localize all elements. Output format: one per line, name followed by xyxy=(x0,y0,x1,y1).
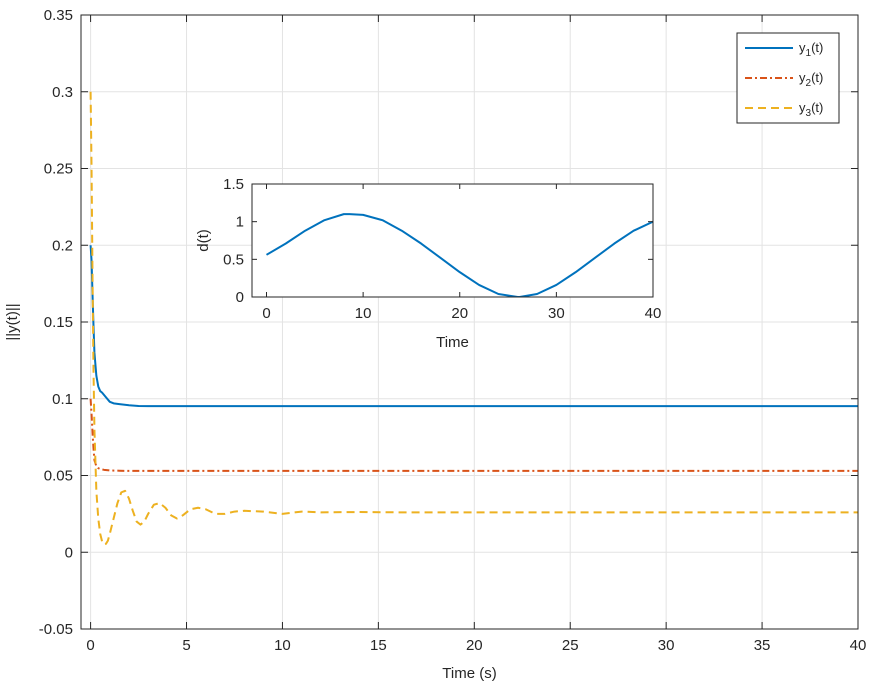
x-tick-label: 0 xyxy=(262,305,270,322)
y-tick-label: 0 xyxy=(65,544,73,561)
legend-label-3: y3(t) xyxy=(799,100,823,119)
y-tick-label: 0.05 xyxy=(44,468,73,485)
inset-y-axis-label: d(t) xyxy=(195,229,212,252)
inset-chart: 0 10 20 30 40 0 0.5 1 1.5 Time d(t) xyxy=(195,176,661,351)
x-tick-label: 30 xyxy=(548,305,565,322)
inset-x-axis-label: Time xyxy=(436,334,469,351)
y-tick-label: 0.35 xyxy=(44,7,73,24)
y-tick-label: 1.5 xyxy=(223,176,244,193)
x-tick-label: 15 xyxy=(370,637,387,654)
x-tick-label: 20 xyxy=(466,637,483,654)
y-tick-label: 0.1 xyxy=(52,391,73,408)
y-tick-label: 0 xyxy=(236,289,244,306)
main-chart: 0 5 10 15 20 25 30 35 40-0.0500.050.10.150.20.25… xyxy=(4,7,866,682)
y-tick-label: 0.25 xyxy=(44,161,73,178)
x-tick-label: 10 xyxy=(274,637,291,654)
main-ticks: 0 5 10 15 20 25 30 35 40-0.0500.050.10.150.20.25… xyxy=(39,7,867,654)
legend: y1(t) y2(t) y3(t) xyxy=(736,32,840,124)
inset-series-lines xyxy=(265,213,653,297)
x-tick-label: 5 xyxy=(182,637,190,654)
x-tick-label: 35 xyxy=(754,637,771,654)
inset-plot-area xyxy=(252,184,653,297)
y-tick-label: 1 xyxy=(236,214,244,231)
y-tick-label: 0.3 xyxy=(52,84,73,101)
y-tick-label: -0.05 xyxy=(39,621,73,638)
main-series-line-3 xyxy=(89,91,858,546)
main-series-line-2 xyxy=(89,398,858,472)
legend-box xyxy=(736,32,840,124)
inset-ticks: 0 10 20 30 40 0 0.5 1 1.5 xyxy=(223,176,661,322)
main-grid xyxy=(81,14,859,630)
y-tick-label: 0.5 xyxy=(223,251,244,268)
x-tick-label: 10 xyxy=(355,305,372,322)
x-tick-label: 0 xyxy=(86,637,94,654)
main-series-lines xyxy=(89,91,858,546)
inset-series-line-1 xyxy=(265,213,653,297)
main-y-axis-label: ||y(t)|| xyxy=(4,303,21,340)
legend-label-2: y2(t) xyxy=(799,70,823,89)
y-tick-label: 0.15 xyxy=(44,314,73,331)
x-tick-label: 20 xyxy=(451,305,468,322)
main-x-axis-label: Time (s) xyxy=(442,665,496,682)
legend-label-1: y1(t) xyxy=(799,40,823,59)
y-tick-label: 0.2 xyxy=(52,237,73,254)
x-tick-label: 40 xyxy=(850,637,867,654)
inset-axes-frame xyxy=(251,183,654,298)
x-tick-label: 30 xyxy=(658,637,675,654)
x-tick-label: 40 xyxy=(645,305,662,322)
x-tick-label: 25 xyxy=(562,637,579,654)
